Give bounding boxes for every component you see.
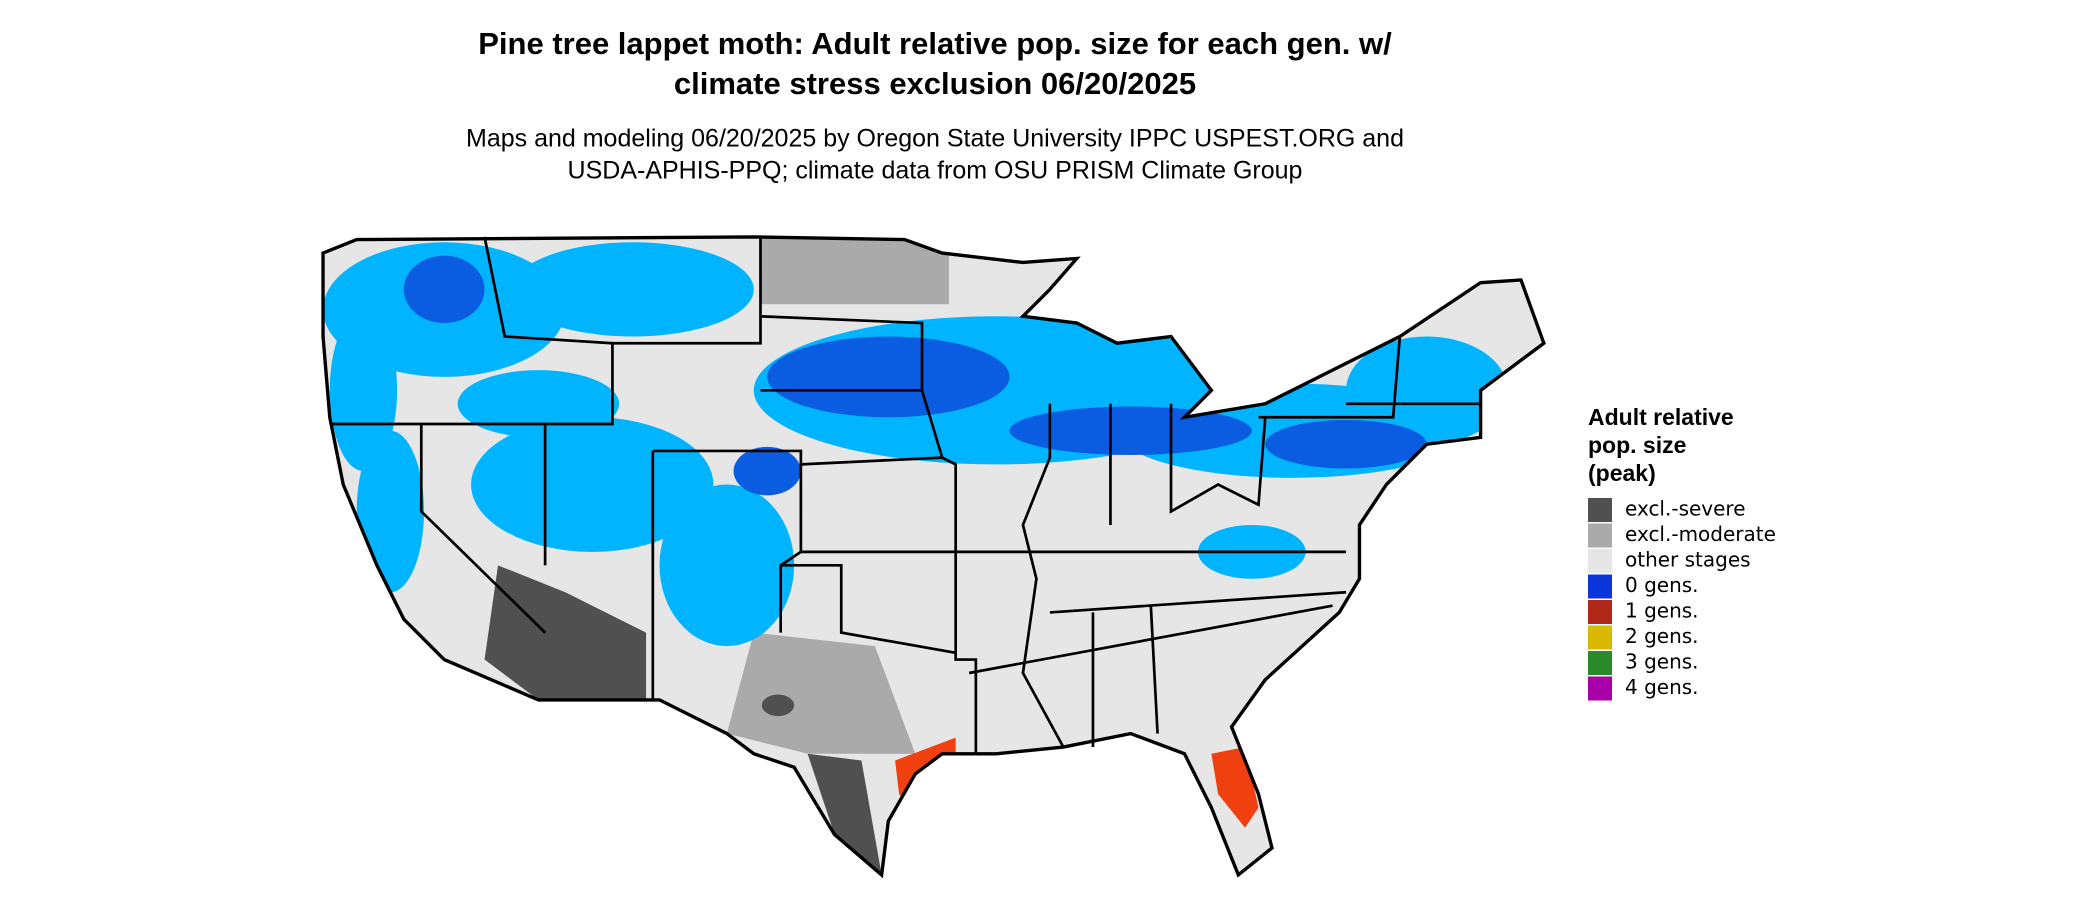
legend-swatch	[1588, 574, 1612, 599]
severe-zone	[807, 753, 882, 875]
legend-label: other stages	[1625, 548, 1751, 572]
moderate-zone	[760, 236, 949, 305]
legend-swatch	[1588, 498, 1612, 522]
subtitle: USDA-APHIS-PPQ; climate data from OSU PR…	[568, 157, 1303, 185]
legend-label: 2 gens.	[1625, 624, 1699, 648]
severe-zone	[484, 565, 647, 700]
state-borders	[329, 236, 1481, 754]
dark-blue-zone	[403, 255, 1427, 496]
legend-swatch	[1588, 625, 1612, 650]
legend-label: excl.-moderate	[1625, 522, 1776, 546]
legend-swatch	[1588, 676, 1612, 701]
legend-title: (peak)	[1588, 460, 1656, 486]
legend-title: pop. size	[1588, 432, 1686, 458]
us-map	[321, 235, 1546, 879]
legend-label: 1 gens.	[1625, 599, 1699, 623]
legend-title: Adult relative	[1588, 404, 1734, 430]
title: Pine tree lappet moth: Adult relative po…	[478, 26, 1392, 61]
legend-swatch	[1588, 600, 1612, 624]
legend-swatch	[1588, 651, 1612, 675]
legend-label: 0 gens.	[1625, 573, 1699, 597]
legend-label: 4 gens.	[1625, 675, 1699, 699]
map-fill	[323, 236, 1544, 875]
legend-swatch	[1588, 549, 1612, 573]
legend-label: excl.-severe	[1625, 497, 1746, 521]
legend-swatch	[1588, 523, 1612, 548]
severe-zone	[761, 694, 795, 717]
title: climate stress exclusion 06/20/2025	[674, 66, 1196, 101]
legend-label: 3 gens.	[1625, 650, 1699, 674]
moderate-zone	[726, 632, 916, 754]
subtitle: Maps and modeling 06/20/2025 by Oregon S…	[466, 125, 1404, 153]
us-outline	[321, 235, 1546, 879]
